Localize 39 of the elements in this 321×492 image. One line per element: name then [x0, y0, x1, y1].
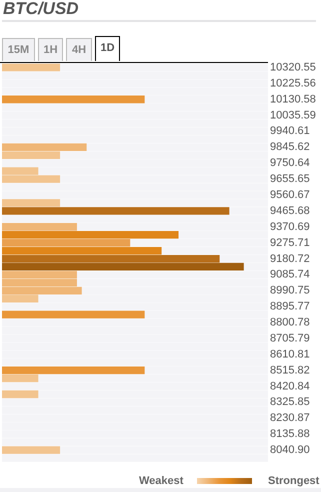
text: 15M — [2, 38, 35, 61]
y-tick-label: 8705.79 — [270, 332, 310, 344]
text: Strongest — [268, 475, 320, 487]
y-tick-label: 8420.84 — [270, 380, 310, 392]
y-tick-label: 8895.77 — [270, 300, 310, 313]
y-tick-label: 9655.65 — [270, 173, 310, 186]
chart-title: BTC/USD — [3, 0, 79, 19]
y-tick-label: 8800.78 — [270, 316, 310, 329]
y-tick-label: 8990.75 — [270, 284, 310, 297]
bar — [2, 446, 60, 454]
y-tick-label: 8135.88 — [270, 428, 310, 440]
y-tick-label: 9180.72 — [270, 252, 310, 265]
y-tick-label: 8610.81 — [270, 348, 310, 360]
y-tick-label: 8040.90 — [270, 444, 310, 456]
y-tick-label: 9085.74 — [270, 268, 310, 281]
y-tick-label: 9465.68 — [270, 204, 310, 217]
y-tick-label: 8325.85 — [270, 396, 310, 408]
y-tick-label: 9560.67 — [270, 189, 310, 202]
y-tick-label: 10320.55 — [270, 61, 316, 74]
bar — [2, 390, 38, 398]
bar — [2, 199, 60, 207]
y-tick-label: 8230.87 — [270, 412, 310, 424]
y-tick-label: 9275.71 — [270, 236, 310, 249]
text: 4H — [66, 38, 92, 61]
bar — [2, 374, 38, 382]
y-tick-label: 8515.82 — [270, 364, 310, 376]
bar — [2, 294, 38, 302]
bar — [2, 151, 60, 159]
y-tick-label: 9940.61 — [270, 125, 310, 138]
y-tick-label: 9750.64 — [270, 157, 310, 170]
y-tick-label: 10130.58 — [270, 93, 316, 106]
text: 1D — [95, 36, 120, 61]
text: Weakest — [139, 475, 184, 487]
y-tick-label: 10225.56 — [270, 77, 316, 90]
y-tick-label: 9370.69 — [270, 220, 310, 233]
text: 1H — [38, 38, 63, 61]
bar — [2, 64, 60, 72]
y-tick-label: 9845.62 — [270, 141, 310, 154]
y-tick-label: 10035.59 — [270, 109, 316, 122]
